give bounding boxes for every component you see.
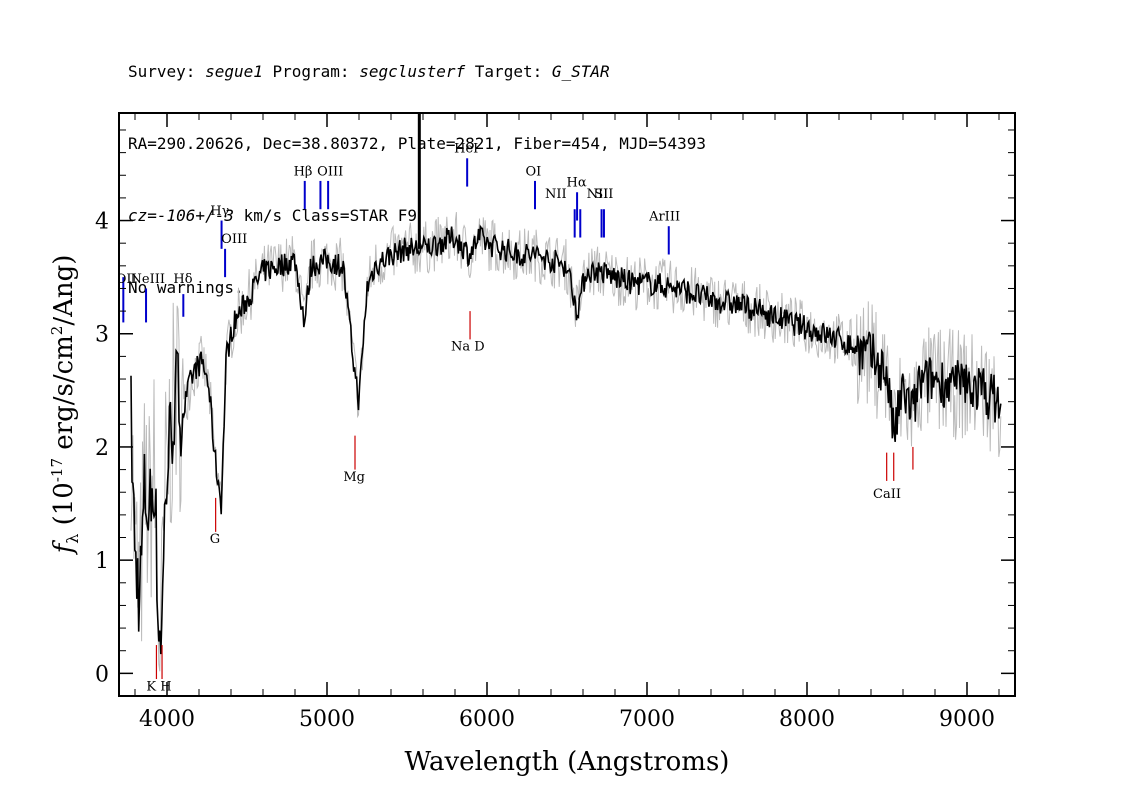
line-label: Hγ xyxy=(210,204,229,219)
line-label: NII xyxy=(545,187,567,202)
x-tick-label: 7000 xyxy=(619,707,675,732)
header-line-coords: RA=290.20626, Dec=38.80372, Plate=2821, … xyxy=(128,134,706,153)
target-name: G_STAR xyxy=(551,62,610,81)
spectrum-header: Survey: segue1 Program: segclusterf Targ… xyxy=(128,12,706,324)
line-label: OII xyxy=(116,272,137,287)
program-name: segclusterf xyxy=(359,62,466,81)
line-label: HeI xyxy=(454,142,478,157)
x-axis-title: Wavelength (Angstroms) xyxy=(405,747,730,777)
y-tick-label: 2 xyxy=(95,436,109,461)
header-line-warnings: No warnings. xyxy=(128,278,244,297)
header-line-redshift: cz=-106+/-3 km/s Class=STAR F9 xyxy=(128,206,417,225)
line-label: CaII xyxy=(873,487,901,502)
line-label: OIII xyxy=(221,232,247,247)
y-tick-label: 4 xyxy=(95,210,109,235)
line-label: Hδ xyxy=(173,272,192,287)
line-label: Hα xyxy=(567,176,587,191)
line-label: G xyxy=(210,532,220,547)
line-label: K H xyxy=(146,679,171,694)
line-label: Na D xyxy=(451,340,485,355)
y-tick-label: 0 xyxy=(95,662,109,687)
line-label: NeIII xyxy=(131,272,165,287)
error-spectrum-line xyxy=(130,212,1002,672)
line-label: ArIII xyxy=(648,210,680,225)
flux-spectrum-line xyxy=(130,224,1002,655)
axes: 4000 5000 6000 7000 8000 9000 0 1 2 3 4 xyxy=(95,113,1015,732)
y-tick-label: 3 xyxy=(95,323,109,348)
line-label: OIII xyxy=(317,164,343,179)
line-label: SII xyxy=(594,187,613,202)
y-tick-label: 1 xyxy=(95,549,109,574)
survey-name: segue1 xyxy=(205,62,263,81)
plot-frame xyxy=(118,112,1016,697)
x-tick-label: 6000 xyxy=(459,707,515,732)
y-axis-title: fλ (10-17 erg/s/cm2/Ang) xyxy=(48,255,82,556)
x-tick-label: 5000 xyxy=(299,707,355,732)
x-tick-label: 8000 xyxy=(779,707,835,732)
line-label: Mg xyxy=(343,470,365,485)
x-tick-label: 9000 xyxy=(939,707,995,732)
redshift-value: cz=-106+/-3 xyxy=(128,206,234,225)
x-tick-label: 4000 xyxy=(139,707,195,732)
line-label: NII xyxy=(587,187,609,202)
line-label: Hβ xyxy=(294,164,313,179)
header-line-survey: Survey: segue1 Program: segclusterf Targ… xyxy=(128,62,610,81)
svg-text:fλ (10-17 erg/s/cm2/Ang): fλ (10-17 erg/s/cm2/Ang) xyxy=(48,255,82,556)
line-label: OI xyxy=(526,164,542,179)
